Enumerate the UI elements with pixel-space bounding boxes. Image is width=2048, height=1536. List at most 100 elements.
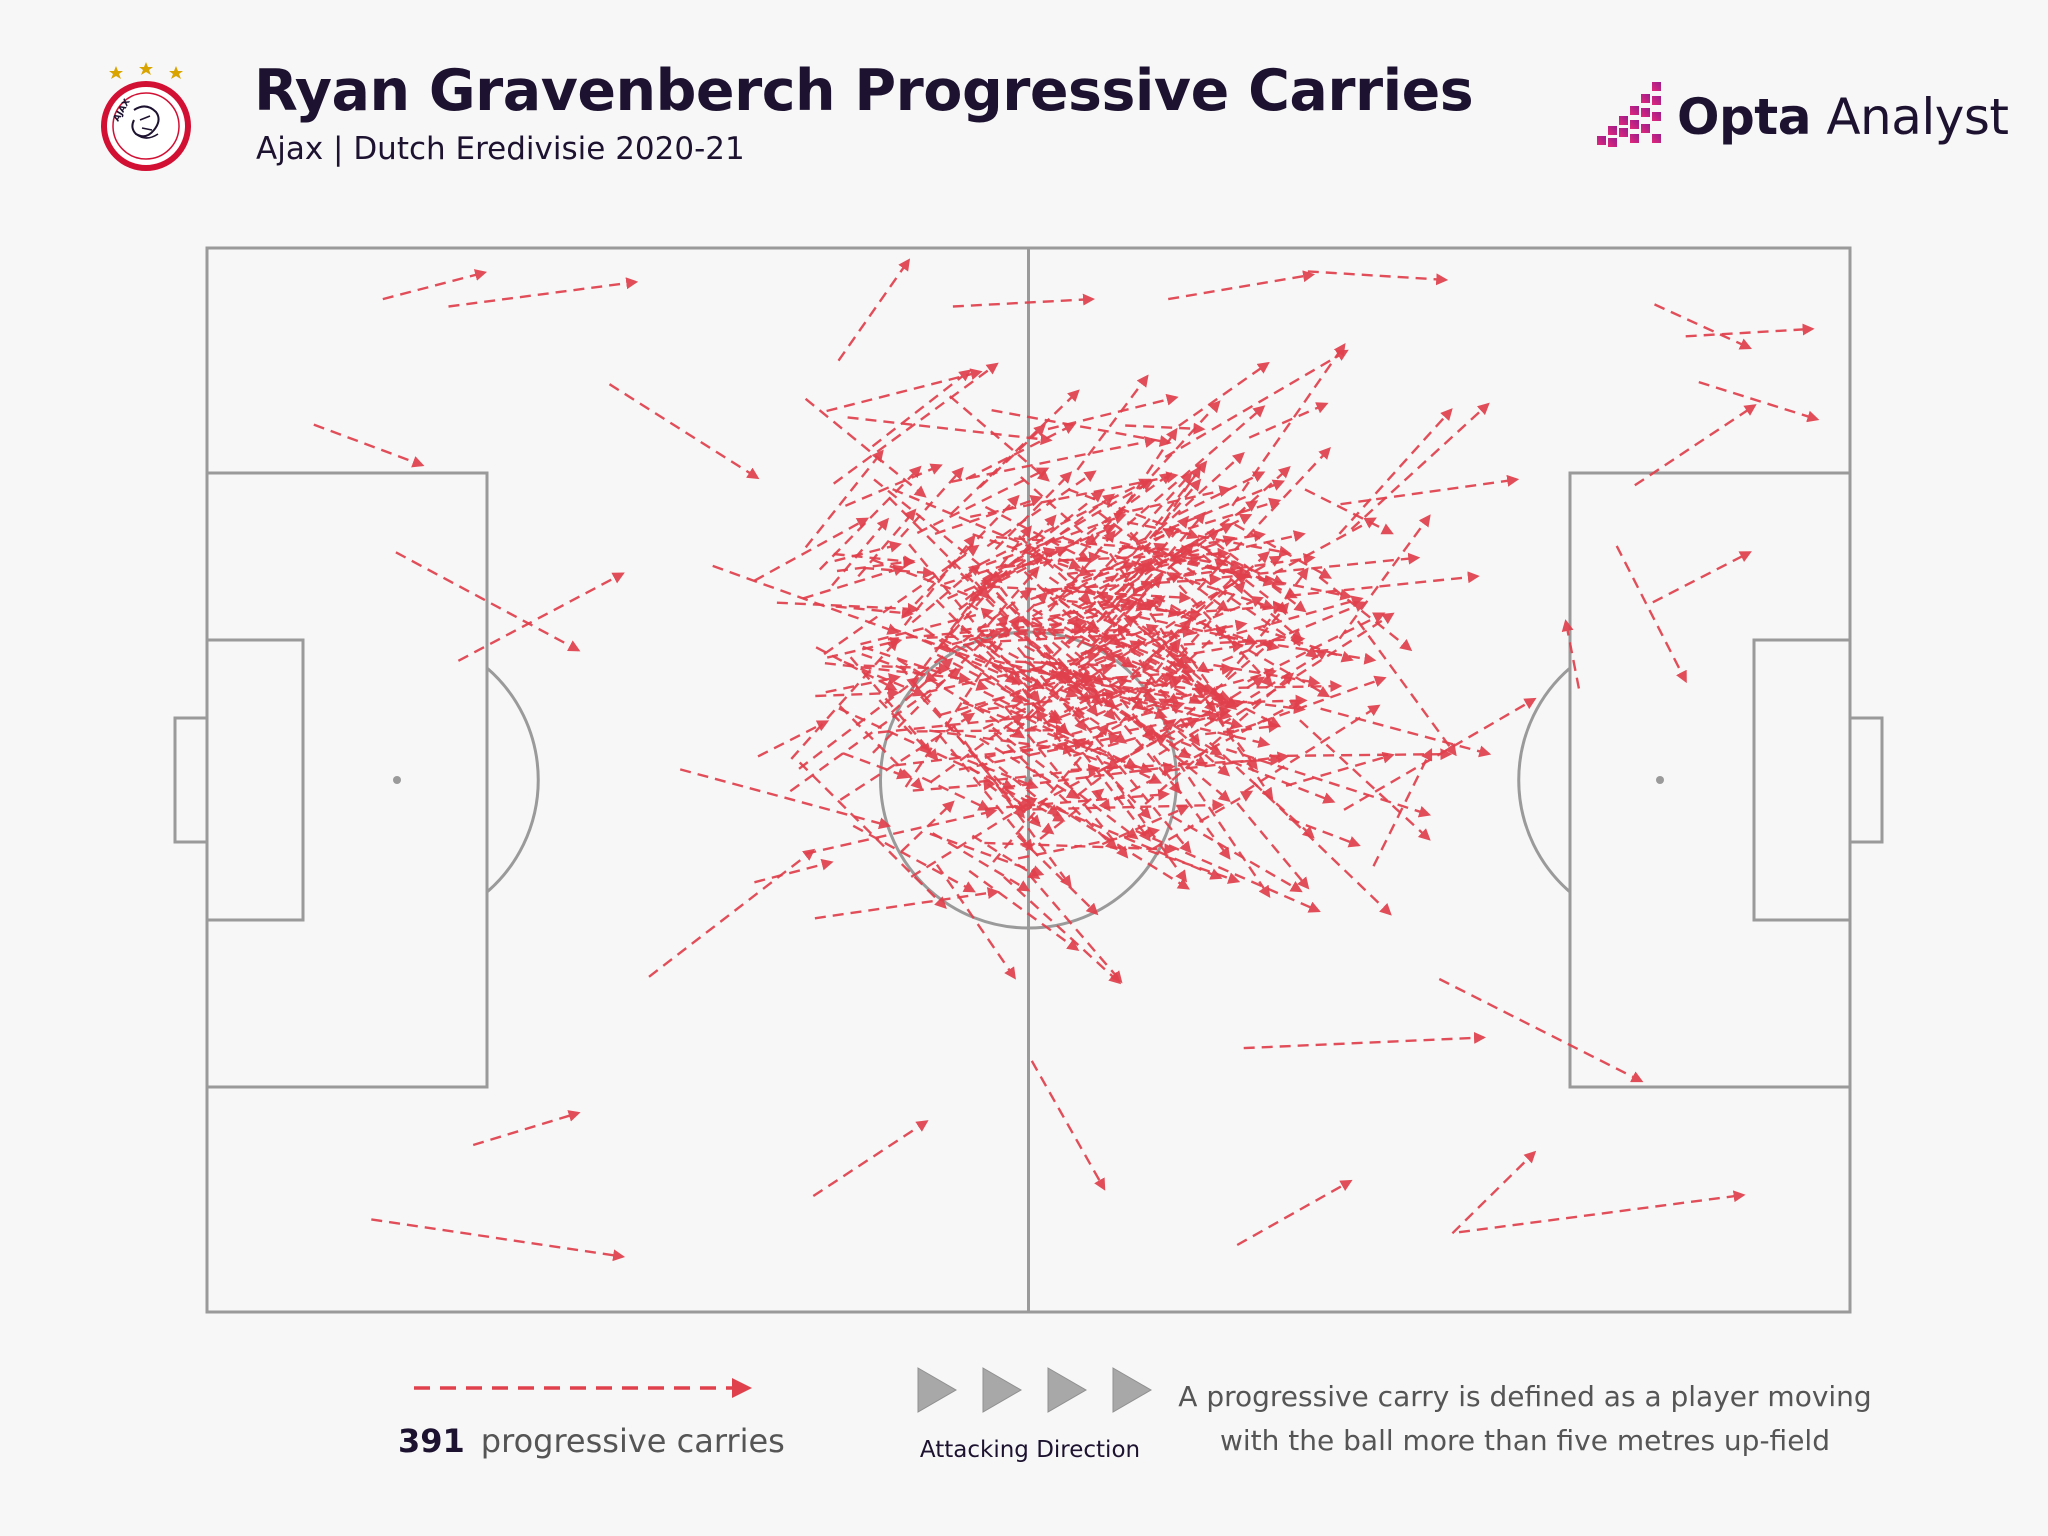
carry-arrow bbox=[892, 488, 1082, 570]
carry-arrow bbox=[1101, 805, 1190, 846]
carry-arrow bbox=[1652, 551, 1752, 604]
carry-arrow bbox=[978, 424, 1046, 489]
ajax-badge-icon: AJAX bbox=[101, 62, 191, 171]
carry-arrow bbox=[987, 688, 1118, 711]
carry-arrow bbox=[1218, 595, 1364, 640]
carry-arrow bbox=[1289, 571, 1480, 597]
carry-arrow bbox=[1015, 598, 1155, 732]
carry-arrow bbox=[973, 554, 1045, 595]
carry-arrow bbox=[968, 766, 1031, 810]
carry-arrow bbox=[904, 631, 1025, 685]
carry-arrow bbox=[833, 552, 916, 568]
carry-arrow bbox=[1066, 683, 1244, 730]
carry-arrow bbox=[1067, 488, 1200, 540]
carry-arrow bbox=[1224, 602, 1290, 679]
carry-arrow bbox=[960, 598, 1140, 632]
carry-arrow bbox=[1177, 761, 1271, 898]
carry-arrow bbox=[805, 807, 998, 855]
right-six-yard-box bbox=[1752, 638, 1852, 922]
carry-arrow bbox=[1207, 550, 1298, 599]
carry-arrow bbox=[1043, 586, 1099, 631]
carry-arrow bbox=[1031, 667, 1216, 697]
header: AJAX Ryan Gravenberch Progressive Carrie… bbox=[0, 0, 2048, 200]
carry-arrow bbox=[1034, 580, 1154, 638]
left-penalty-box bbox=[205, 471, 489, 1089]
carry-arrow bbox=[395, 551, 581, 652]
carry-arrow bbox=[863, 662, 951, 675]
carry-arrow bbox=[1114, 500, 1259, 596]
carry-arrow bbox=[912, 525, 1032, 682]
carry-arrow bbox=[1222, 600, 1367, 662]
carry-arrow bbox=[1144, 672, 1295, 805]
carry-arrow bbox=[984, 505, 1091, 562]
right-penalty-box bbox=[1568, 471, 1852, 1089]
carry-arrow bbox=[1097, 735, 1169, 773]
carry-arrow bbox=[1231, 343, 1346, 507]
carry-arrow bbox=[1307, 270, 1449, 286]
carry-arrow bbox=[1032, 799, 1225, 812]
carry-arrow bbox=[1118, 479, 1286, 551]
carries-layer bbox=[313, 258, 1820, 1262]
carry-arrow bbox=[993, 701, 1163, 784]
carry-arrow bbox=[1135, 829, 1321, 913]
carry-arrow bbox=[1003, 705, 1129, 859]
carry-arrow bbox=[1320, 707, 1492, 758]
carry-arrow bbox=[1023, 570, 1117, 663]
carry-arrow bbox=[903, 534, 976, 626]
carry-arrow bbox=[926, 651, 1100, 694]
carry-arrow bbox=[1118, 497, 1282, 551]
carry-arrow bbox=[861, 652, 938, 683]
opta-mark-icon bbox=[1597, 82, 1661, 147]
carry-arrow bbox=[843, 660, 926, 697]
carry-arrow bbox=[1072, 709, 1192, 854]
carry-arrow bbox=[1138, 562, 1276, 611]
carry-arrow bbox=[1183, 633, 1306, 646]
left-goal bbox=[173, 716, 209, 844]
carry-arrow bbox=[1058, 672, 1158, 736]
pitch-markings bbox=[173, 246, 1884, 1314]
carry-arrow bbox=[936, 653, 1063, 721]
carry-arrow bbox=[1157, 451, 1245, 531]
carry-arrow bbox=[986, 591, 1049, 650]
carry-arrow bbox=[1201, 553, 1304, 642]
carry-arrow bbox=[983, 690, 1138, 769]
carry-arrow bbox=[1051, 573, 1222, 591]
carry-arrow bbox=[1299, 719, 1431, 841]
carry-arrow bbox=[972, 533, 1092, 577]
carry-arrow bbox=[1078, 596, 1264, 672]
carry-arrow bbox=[964, 490, 1104, 601]
carry-arrow bbox=[895, 738, 1087, 767]
carry-arrow bbox=[837, 258, 911, 362]
carry-arrow bbox=[754, 858, 834, 884]
carry-arrow bbox=[1272, 517, 1377, 575]
carry-arrow bbox=[916, 724, 1068, 737]
carry-arrow bbox=[1028, 472, 1173, 578]
carry-arrow bbox=[1244, 704, 1381, 793]
carry-arrow bbox=[836, 556, 916, 573]
carry-arrow bbox=[950, 752, 1039, 790]
carry-arrow bbox=[1252, 781, 1392, 916]
carry-arrow bbox=[1114, 485, 1232, 516]
carry-arrow bbox=[679, 768, 892, 830]
carry-arrow bbox=[1118, 568, 1244, 689]
carry-arrow bbox=[988, 788, 1171, 810]
carry-arrow bbox=[871, 369, 972, 448]
carry-arrow bbox=[890, 657, 954, 714]
carry-arrow bbox=[919, 588, 1033, 675]
right-penalty-spot bbox=[1656, 776, 1664, 784]
carry-arrow bbox=[842, 752, 910, 780]
carry-arrow bbox=[776, 601, 920, 615]
carry-arrow bbox=[1178, 361, 1270, 427]
carry-arrow bbox=[1130, 843, 1241, 884]
carry-arrow bbox=[991, 409, 1172, 447]
carry-arrow bbox=[798, 761, 947, 909]
carry-arrow bbox=[1176, 657, 1274, 800]
carry-arrow bbox=[1171, 815, 1303, 893]
carry-arrow bbox=[872, 614, 1010, 754]
carry-arrow bbox=[924, 628, 1024, 704]
carry-arrow bbox=[1561, 619, 1581, 689]
carry-arrow bbox=[1338, 408, 1453, 535]
carry-arrow bbox=[1176, 555, 1283, 617]
brand-name-light: Analyst bbox=[1826, 88, 2009, 146]
carry-arrow bbox=[900, 800, 955, 853]
